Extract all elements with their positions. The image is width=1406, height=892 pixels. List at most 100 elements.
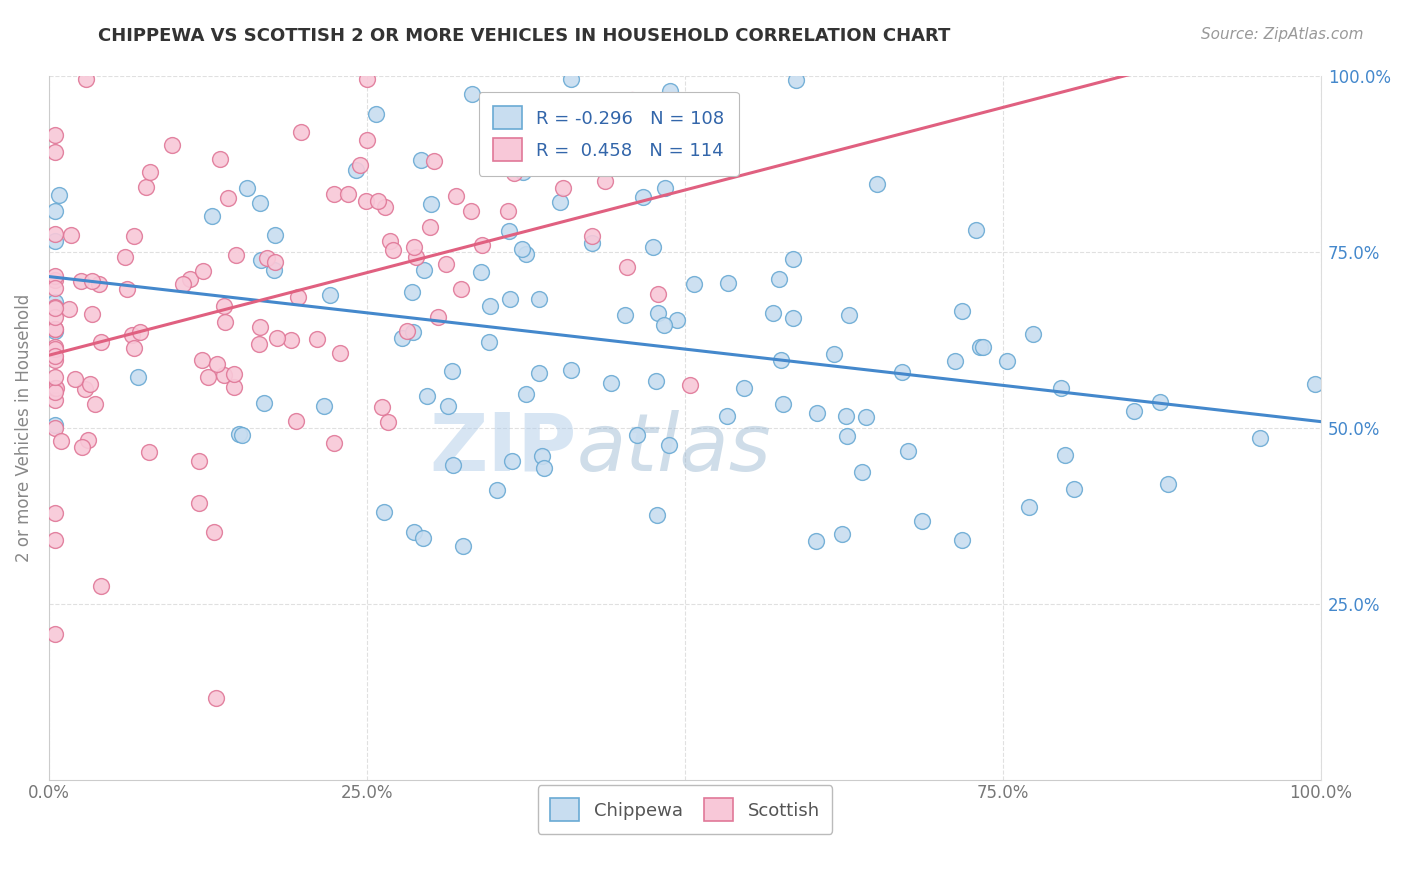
Point [44, 294, 66, 309]
Point [323, 435, 346, 450]
Point [444, 189, 467, 203]
Point [172, 277, 194, 291]
Point [127, 370, 149, 384]
Point [44, 145, 66, 160]
Point [87, 277, 110, 292]
Point [201, 210, 224, 224]
Point [453, 540, 475, 554]
Point [364, 107, 387, 121]
Point [501, 454, 523, 468]
Point [224, 367, 246, 381]
Point [162, 138, 184, 153]
Point [461, 87, 484, 102]
Point [716, 409, 738, 423]
Point [420, 196, 443, 211]
Point [44, 340, 66, 354]
Point [44, 506, 66, 520]
Point [371, 400, 394, 414]
Legend: Chippewa, Scottish: Chippewa, Scottish [537, 786, 832, 834]
Point [434, 257, 457, 271]
Point [560, 363, 582, 377]
Point [44, 301, 66, 316]
Point [329, 346, 352, 360]
Point [510, 242, 533, 256]
Point [515, 247, 537, 261]
Point [529, 366, 551, 380]
Point [560, 112, 582, 127]
Point [44, 533, 66, 547]
Point [378, 234, 401, 248]
Point [733, 381, 755, 395]
Point [658, 438, 681, 452]
Point [498, 224, 520, 238]
Point [665, 313, 688, 327]
Point [336, 186, 359, 201]
Point [620, 93, 643, 107]
Point [806, 406, 828, 420]
Point [478, 335, 501, 350]
Point [823, 347, 845, 361]
Point [231, 428, 253, 442]
Point [626, 428, 648, 442]
Point [440, 364, 463, 378]
Point [972, 340, 994, 354]
Text: atlas: atlas [576, 409, 772, 488]
Point [79, 376, 101, 391]
Point [354, 194, 377, 209]
Point [553, 181, 575, 195]
Point [377, 415, 399, 429]
Point [405, 250, 427, 264]
Point [44, 350, 66, 364]
Point [595, 174, 617, 188]
Point [614, 308, 637, 322]
Point [855, 410, 877, 425]
Point [1018, 500, 1040, 514]
Point [496, 204, 519, 219]
Point [44, 234, 66, 248]
Point [835, 409, 858, 423]
Point [44, 227, 66, 241]
Point [1053, 449, 1076, 463]
Point [129, 325, 152, 339]
Point [124, 228, 146, 243]
Point [654, 180, 676, 194]
Point [426, 310, 449, 325]
Point [1123, 404, 1146, 418]
Point [287, 290, 309, 304]
Point [114, 250, 136, 264]
Point [80, 307, 103, 321]
Point [48, 187, 70, 202]
Point [647, 305, 669, 319]
Point [1149, 395, 1171, 409]
Point [373, 505, 395, 519]
Point [44, 281, 66, 295]
Point [250, 252, 273, 267]
Point [190, 353, 212, 368]
Point [460, 204, 482, 219]
Point [762, 306, 785, 320]
Point [1303, 376, 1326, 391]
Point [247, 337, 270, 351]
Point [356, 133, 378, 147]
Point [124, 341, 146, 355]
Point [965, 223, 987, 237]
Point [44, 353, 66, 368]
Point [682, 277, 704, 291]
Point [84, 397, 107, 411]
Point [249, 319, 271, 334]
Point [679, 377, 702, 392]
Point [866, 178, 889, 192]
Point [943, 354, 966, 368]
Point [515, 386, 537, 401]
Point [499, 293, 522, 307]
Point [654, 318, 676, 332]
Point [659, 84, 682, 98]
Point [44, 322, 66, 336]
Point [44, 322, 66, 336]
Point [471, 237, 494, 252]
Point [412, 263, 434, 277]
Point [45, 381, 67, 395]
Point [59, 227, 82, 242]
Point [228, 426, 250, 441]
Point [263, 228, 285, 243]
